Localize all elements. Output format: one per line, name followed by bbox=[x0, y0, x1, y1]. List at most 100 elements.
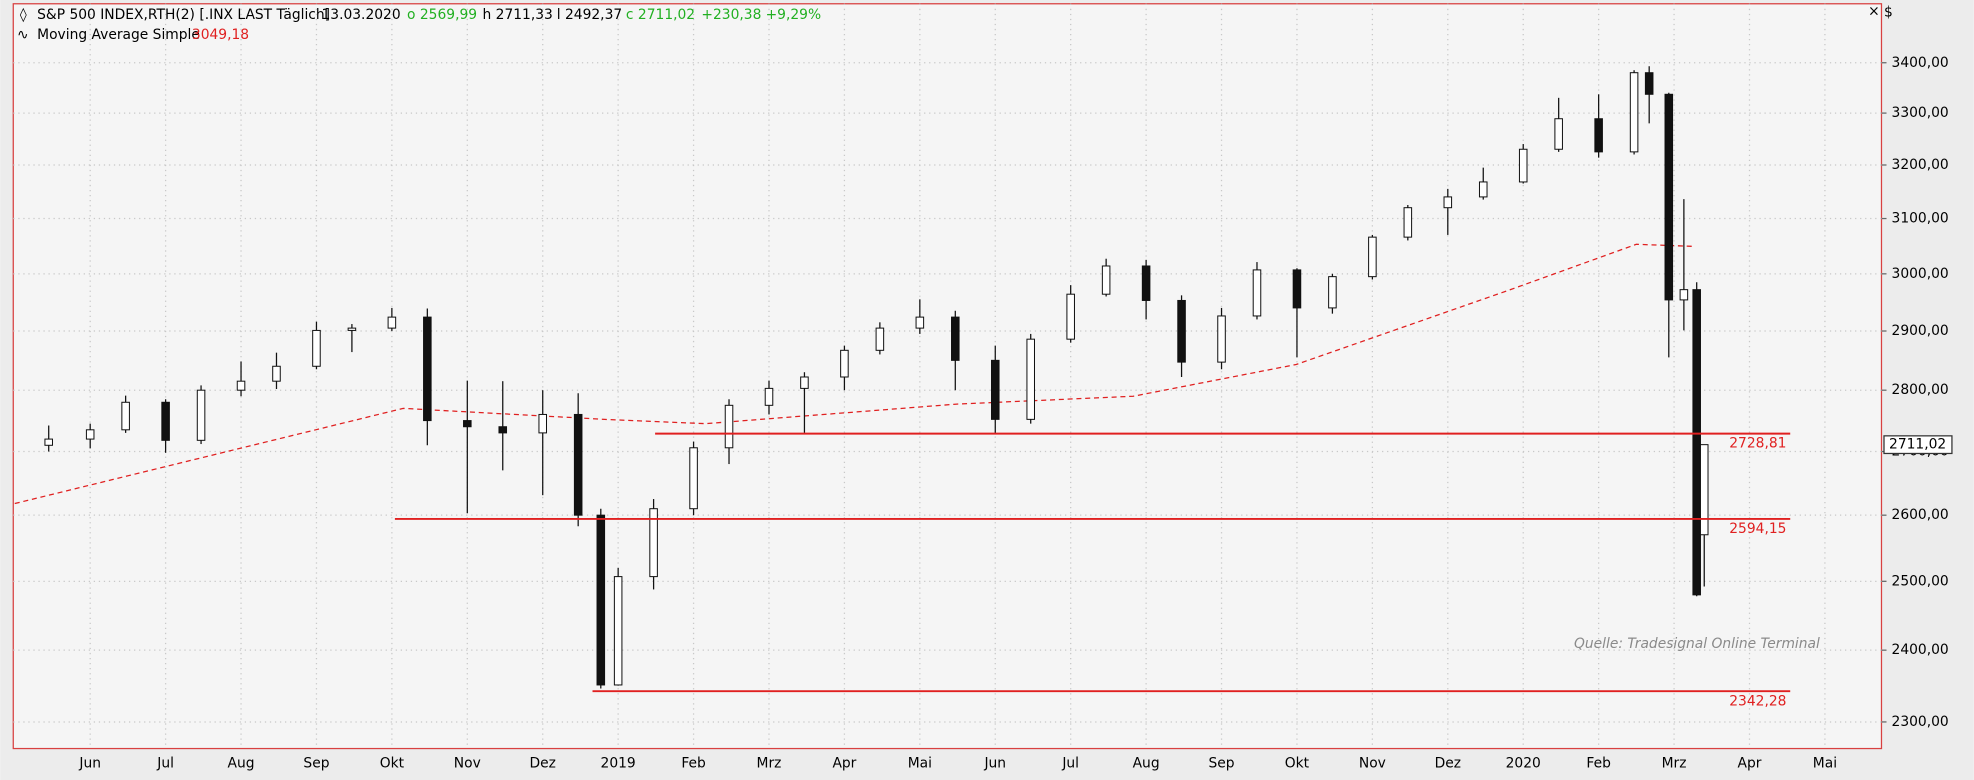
candle-body bbox=[1026, 338, 1035, 420]
candle-body bbox=[1478, 181, 1488, 198]
x-tick-label: 2020 bbox=[1506, 756, 1541, 772]
candle-body bbox=[498, 426, 508, 434]
candle-body bbox=[1292, 269, 1302, 309]
marks bbox=[14, 66, 1791, 693]
y-tick-label: 2300,00 bbox=[1892, 714, 1949, 730]
candle-body bbox=[1443, 196, 1453, 209]
candle-body bbox=[840, 349, 849, 378]
y-tick-label: 2500,00 bbox=[1892, 573, 1949, 589]
candle-body bbox=[800, 376, 809, 389]
candle-body bbox=[1101, 265, 1111, 295]
candle-body bbox=[689, 447, 698, 510]
candle-body bbox=[1368, 236, 1377, 278]
x-tick-label: Sep bbox=[303, 756, 329, 772]
x-tick-label: 2019 bbox=[601, 756, 636, 772]
date: 13.03.2020 bbox=[321, 7, 400, 23]
candle-body bbox=[347, 327, 357, 331]
x-tick-label: Mai bbox=[1813, 756, 1837, 772]
candle-body bbox=[724, 404, 734, 449]
candle-body bbox=[1644, 72, 1654, 95]
candle-body bbox=[1699, 444, 1709, 536]
x-tick-label: Dez bbox=[1435, 756, 1461, 772]
x-tick-label: Jul bbox=[156, 756, 174, 772]
labels: 2300,002400,002500,002600,002700,002800,… bbox=[78, 55, 1953, 772]
level-label: 2594,15 bbox=[1729, 521, 1786, 537]
candle-body bbox=[1518, 148, 1528, 183]
candle-body bbox=[1252, 269, 1262, 317]
candle-body bbox=[121, 401, 130, 431]
candle-body bbox=[236, 380, 246, 391]
candle-body bbox=[423, 316, 432, 422]
x-tick-label: Mai bbox=[908, 756, 932, 772]
x-tick-label: Apr bbox=[1738, 756, 1762, 772]
level-label: 2728,81 bbox=[1729, 436, 1786, 452]
candle-body bbox=[44, 438, 53, 446]
x-tick-label: Okt bbox=[380, 756, 405, 772]
x-tick-label: Jul bbox=[1061, 756, 1079, 772]
candle-body bbox=[272, 365, 281, 382]
candle-body bbox=[1594, 118, 1603, 153]
candle-body bbox=[915, 316, 925, 329]
ma-legend: Moving Average Simple bbox=[37, 27, 200, 43]
candle-body bbox=[463, 420, 472, 428]
currency: $ bbox=[1884, 5, 1893, 21]
candle-body bbox=[1328, 276, 1337, 309]
candle-body bbox=[161, 401, 170, 441]
candle-body bbox=[85, 429, 95, 440]
last-price-tag bbox=[1883, 435, 1953, 455]
x-tick-label: Apr bbox=[832, 756, 856, 772]
change-pct: +9,29% bbox=[766, 7, 822, 23]
y-tick-label: 2600,00 bbox=[1892, 507, 1949, 523]
candle-body bbox=[1177, 299, 1186, 363]
candle-body bbox=[387, 316, 397, 329]
candle-body bbox=[1692, 289, 1701, 596]
x-tick-label: Feb bbox=[681, 756, 706, 772]
x-tick-label: Sep bbox=[1208, 756, 1234, 772]
x-tick-label: Okt bbox=[1285, 756, 1310, 772]
candle-body bbox=[764, 387, 774, 406]
y-tick-label: 2400,00 bbox=[1892, 642, 1949, 658]
candle-body bbox=[951, 316, 960, 361]
candle-body bbox=[1141, 265, 1151, 301]
candle-body bbox=[1554, 118, 1563, 150]
close-button[interactable]: × bbox=[1868, 3, 1880, 19]
candle-body bbox=[1066, 293, 1075, 340]
x-tick-label: Jun bbox=[78, 756, 101, 772]
candle-body bbox=[196, 389, 206, 441]
candle-body bbox=[990, 359, 1000, 420]
low: l 2492,37 bbox=[557, 7, 622, 23]
level-label: 2342,28 bbox=[1729, 693, 1786, 709]
candle-body bbox=[1679, 289, 1689, 301]
plot-area bbox=[12, 3, 1883, 750]
candle-body bbox=[312, 329, 321, 367]
x-tick-label: Mrz bbox=[757, 756, 782, 772]
candle-body bbox=[1629, 72, 1639, 153]
candle-body bbox=[875, 327, 885, 351]
moving-average bbox=[14, 243, 1695, 505]
high: h 2711,33 bbox=[483, 7, 553, 23]
y-tick-label: 2900,00 bbox=[1892, 323, 1949, 339]
symbol: S&P 500 INDEX,RTH(2) [.INX LAST Täglich] bbox=[37, 7, 330, 23]
candle-body bbox=[649, 508, 658, 578]
ma-icon: ∿ bbox=[17, 27, 29, 43]
x-tick-label: Jun bbox=[983, 756, 1006, 772]
x-tick-label: Aug bbox=[228, 756, 255, 772]
y-tick-label: 3200,00 bbox=[1892, 157, 1949, 173]
candle-body bbox=[613, 576, 623, 686]
candle-body bbox=[538, 413, 548, 434]
x-tick-label: Aug bbox=[1133, 756, 1160, 772]
x-tick-label: Dez bbox=[530, 756, 556, 772]
open: o 2569,99 bbox=[407, 7, 477, 23]
candle-body bbox=[1664, 93, 1674, 301]
candle-body bbox=[596, 514, 606, 686]
candle-body bbox=[1403, 207, 1413, 238]
x-tick-label: Nov bbox=[454, 756, 481, 772]
watermark: Quelle: Tradesignal Online Terminal bbox=[1574, 636, 1820, 652]
change: +230,38 bbox=[701, 7, 761, 23]
x-tick-label: Mrz bbox=[1662, 756, 1687, 772]
x-tick-label: Feb bbox=[1586, 756, 1611, 772]
y-tick-label: 3000,00 bbox=[1892, 266, 1949, 282]
ma-value: 3049,18 bbox=[192, 27, 249, 43]
